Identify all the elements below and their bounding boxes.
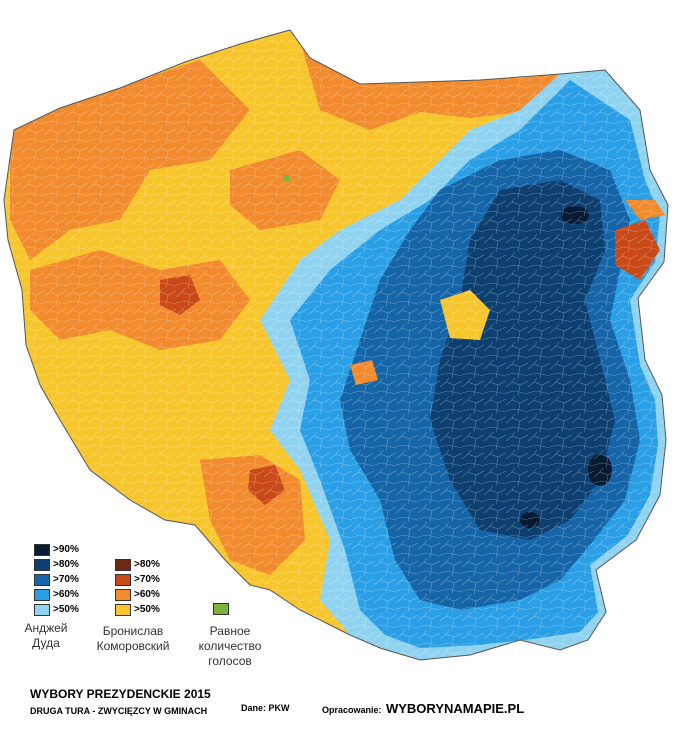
duda-first-name: Анджей bbox=[24, 621, 68, 635]
legend-komorowski: >80% >70% >60% >50% bbox=[115, 559, 185, 639]
legend-swatch bbox=[34, 589, 50, 601]
legend-label: >50% bbox=[53, 604, 79, 615]
legend-duda-row-90: >90% bbox=[34, 544, 79, 556]
credit-label: Opracowanie: bbox=[322, 705, 382, 715]
legend-duda-name: Анджей Дуда bbox=[16, 621, 76, 651]
legend-swatch bbox=[34, 544, 50, 556]
legend-komorowski-row-70: >70% bbox=[115, 574, 160, 586]
legend-komorowski-row-80: >80% bbox=[115, 559, 160, 571]
source-label: Dane: bbox=[241, 703, 267, 713]
tie-line2: количество bbox=[198, 639, 262, 653]
source-value: PKW bbox=[268, 703, 290, 713]
legend-label: >80% bbox=[53, 559, 79, 570]
duda-last-name: Дуда bbox=[32, 636, 60, 650]
legend-duda-row-80: >80% bbox=[34, 559, 79, 571]
legend-tie-name: Равное количество голосов bbox=[195, 624, 265, 669]
credit-line: Opracowanie: WYBORYNAMAPIE.PL bbox=[322, 700, 524, 718]
legend-swatch bbox=[34, 574, 50, 586]
tie-gmina-marker bbox=[283, 175, 289, 181]
komorowski-first-name: Бронислав bbox=[102, 624, 164, 638]
legend-komorowski-row-60: >60% bbox=[115, 589, 160, 601]
legend-swatch bbox=[115, 574, 131, 586]
legend-duda-row-60: >60% bbox=[34, 589, 79, 601]
map-subtitle: DRUGA TURA - ZWYCIĘZCY W GMINACH bbox=[30, 706, 208, 716]
legend-swatch bbox=[115, 589, 131, 601]
legend-duda-row-50: >50% bbox=[34, 604, 79, 616]
legend-komorowski-row-50: >50% bbox=[115, 604, 160, 616]
legend-swatch bbox=[115, 604, 131, 616]
tie-line3: голосов bbox=[208, 654, 252, 668]
legend-label: >70% bbox=[53, 574, 79, 585]
legend-label: >80% bbox=[134, 559, 160, 570]
legend-tie-swatch bbox=[213, 603, 229, 615]
legend-label: >70% bbox=[134, 574, 160, 585]
credit-value: WYBORYNAMAPIE.PL bbox=[385, 701, 525, 716]
legend-swatch bbox=[115, 559, 131, 571]
legend-label: >60% bbox=[134, 589, 160, 600]
legend-label: >60% bbox=[53, 589, 79, 600]
legend-duda-row-70: >70% bbox=[34, 574, 79, 586]
legend-label: >50% bbox=[134, 604, 160, 615]
map-title: WYBORY PREZYDENCKIE 2015 bbox=[30, 687, 211, 701]
legend-label: >90% bbox=[53, 544, 79, 555]
komorowski-last-name: Коморовский bbox=[96, 639, 170, 653]
poland-outline bbox=[3, 29, 669, 661]
legend-duda: >90% >80% >70% >60% >50% bbox=[34, 544, 104, 664]
legend-swatch bbox=[34, 604, 50, 616]
legend-swatch bbox=[34, 559, 50, 571]
legend-komorowski-name: Бронислав Коморовский bbox=[88, 624, 178, 654]
tie-line1: Равное bbox=[209, 624, 251, 638]
source-line: Dane: PKW bbox=[241, 703, 290, 713]
